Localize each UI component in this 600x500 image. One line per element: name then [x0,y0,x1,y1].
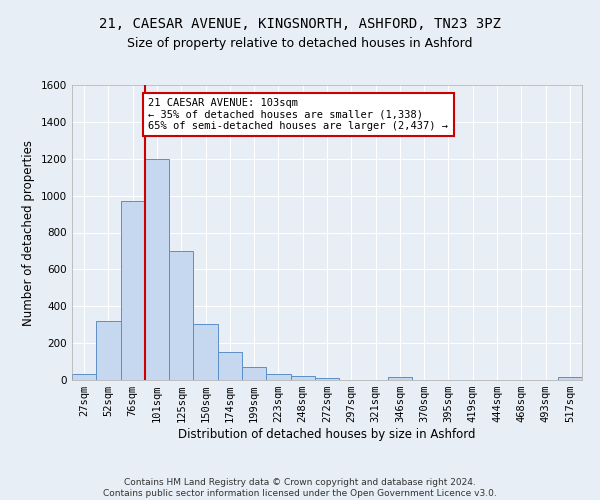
Bar [266,374,290,380]
Bar [145,159,169,380]
Text: Contains HM Land Registry data © Crown copyright and database right 2024.
Contai: Contains HM Land Registry data © Crown c… [103,478,497,498]
Bar [242,367,266,380]
Text: 21, CAESAR AVENUE, KINGSNORTH, ASHFORD, TN23 3PZ: 21, CAESAR AVENUE, KINGSNORTH, ASHFORD, … [99,18,501,32]
Text: Size of property relative to detached houses in Ashford: Size of property relative to detached ho… [127,38,473,51]
Bar [169,251,193,380]
Bar [290,376,315,380]
Bar [96,321,121,380]
Bar [558,377,582,380]
Bar [121,201,145,380]
Bar [193,324,218,380]
Bar [218,352,242,380]
Bar [388,377,412,380]
Bar [72,374,96,380]
Text: 21 CAESAR AVENUE: 103sqm
← 35% of detached houses are smaller (1,338)
65% of sem: 21 CAESAR AVENUE: 103sqm ← 35% of detach… [149,98,449,131]
X-axis label: Distribution of detached houses by size in Ashford: Distribution of detached houses by size … [178,428,476,441]
Y-axis label: Number of detached properties: Number of detached properties [22,140,35,326]
Bar [315,378,339,380]
